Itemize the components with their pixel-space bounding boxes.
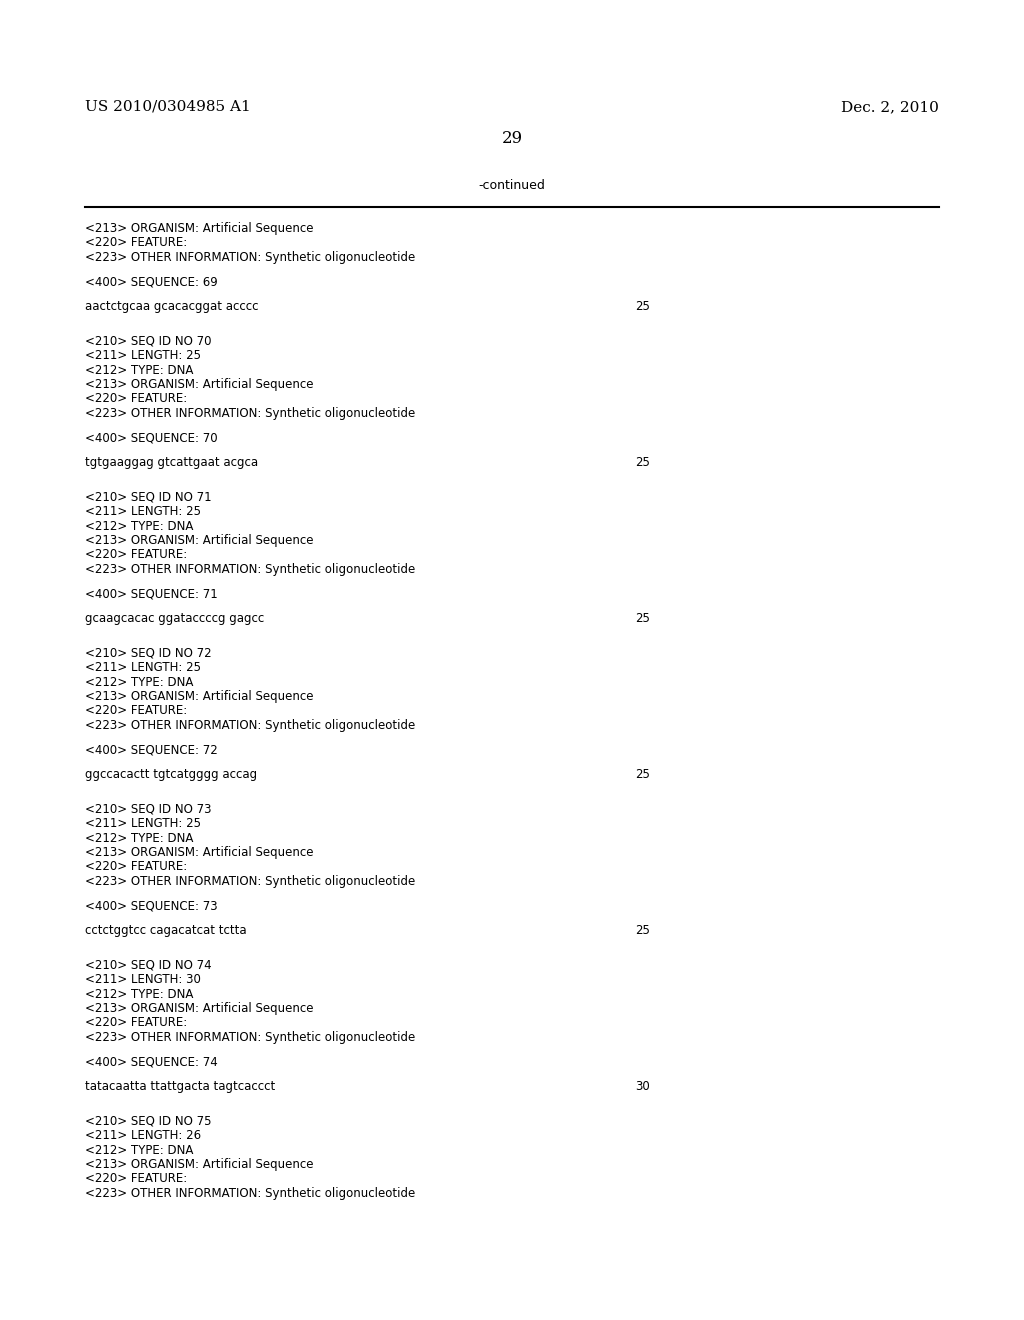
Text: <212> TYPE: DNA: <212> TYPE: DNA [85,987,194,1001]
Text: <212> TYPE: DNA: <212> TYPE: DNA [85,1143,194,1156]
Text: ggccacactt tgtcatgggg accag: ggccacactt tgtcatgggg accag [85,768,257,781]
Text: <220> FEATURE:: <220> FEATURE: [85,392,187,405]
Text: <210> SEQ ID NO 74: <210> SEQ ID NO 74 [85,958,212,972]
Text: 25: 25 [635,768,650,781]
Text: -continued: -continued [478,180,546,191]
Text: <213> ORGANISM: Artificial Sequence: <213> ORGANISM: Artificial Sequence [85,222,313,235]
Text: <212> TYPE: DNA: <212> TYPE: DNA [85,832,194,845]
Text: <400> SEQUENCE: 70: <400> SEQUENCE: 70 [85,432,218,445]
Text: <213> ORGANISM: Artificial Sequence: <213> ORGANISM: Artificial Sequence [85,846,313,859]
Text: <211> LENGTH: 25: <211> LENGTH: 25 [85,506,201,517]
Text: cctctggtcc cagacatcat tctta: cctctggtcc cagacatcat tctta [85,924,247,937]
Text: 30: 30 [635,1080,650,1093]
Text: <210> SEQ ID NO 70: <210> SEQ ID NO 70 [85,334,212,347]
Text: <211> LENGTH: 30: <211> LENGTH: 30 [85,973,201,986]
Text: <400> SEQUENCE: 69: <400> SEQUENCE: 69 [85,276,218,289]
Text: <211> LENGTH: 26: <211> LENGTH: 26 [85,1129,201,1142]
Text: 25: 25 [635,924,650,937]
Text: 25: 25 [635,300,650,313]
Text: <400> SEQUENCE: 73: <400> SEQUENCE: 73 [85,899,218,912]
Text: <220> FEATURE:: <220> FEATURE: [85,1172,187,1185]
Text: 29: 29 [502,129,522,147]
Text: 25: 25 [635,612,650,624]
Text: <212> TYPE: DNA: <212> TYPE: DNA [85,676,194,689]
Text: <213> ORGANISM: Artificial Sequence: <213> ORGANISM: Artificial Sequence [85,690,313,704]
Text: <213> ORGANISM: Artificial Sequence: <213> ORGANISM: Artificial Sequence [85,1002,313,1015]
Text: US 2010/0304985 A1: US 2010/0304985 A1 [85,100,251,114]
Text: <210> SEQ ID NO 72: <210> SEQ ID NO 72 [85,647,212,660]
Text: <210> SEQ ID NO 73: <210> SEQ ID NO 73 [85,803,212,816]
Text: <211> LENGTH: 25: <211> LENGTH: 25 [85,661,201,675]
Text: <400> SEQUENCE: 74: <400> SEQUENCE: 74 [85,1056,218,1068]
Text: <223> OTHER INFORMATION: Synthetic oligonucleotide: <223> OTHER INFORMATION: Synthetic oligo… [85,407,416,420]
Text: <213> ORGANISM: Artificial Sequence: <213> ORGANISM: Artificial Sequence [85,1158,313,1171]
Text: <212> TYPE: DNA: <212> TYPE: DNA [85,363,194,376]
Text: <210> SEQ ID NO 75: <210> SEQ ID NO 75 [85,1114,212,1127]
Text: <210> SEQ ID NO 71: <210> SEQ ID NO 71 [85,491,212,503]
Text: <223> OTHER INFORMATION: Synthetic oligonucleotide: <223> OTHER INFORMATION: Synthetic oligo… [85,564,416,576]
Text: <220> FEATURE:: <220> FEATURE: [85,1016,187,1030]
Text: <223> OTHER INFORMATION: Synthetic oligonucleotide: <223> OTHER INFORMATION: Synthetic oligo… [85,1031,416,1044]
Text: Dec. 2, 2010: Dec. 2, 2010 [841,100,939,114]
Text: <220> FEATURE:: <220> FEATURE: [85,236,187,249]
Text: <211> LENGTH: 25: <211> LENGTH: 25 [85,348,201,362]
Text: <211> LENGTH: 25: <211> LENGTH: 25 [85,817,201,830]
Text: 25: 25 [635,455,650,469]
Text: <220> FEATURE:: <220> FEATURE: [85,705,187,718]
Text: <212> TYPE: DNA: <212> TYPE: DNA [85,520,194,532]
Text: tatacaatta ttattgacta tagtcaccct: tatacaatta ttattgacta tagtcaccct [85,1080,275,1093]
Text: <400> SEQUENCE: 71: <400> SEQUENCE: 71 [85,587,218,601]
Text: <223> OTHER INFORMATION: Synthetic oligonucleotide: <223> OTHER INFORMATION: Synthetic oligo… [85,875,416,888]
Text: <220> FEATURE:: <220> FEATURE: [85,861,187,874]
Text: <223> OTHER INFORMATION: Synthetic oligonucleotide: <223> OTHER INFORMATION: Synthetic oligo… [85,719,416,733]
Text: <400> SEQUENCE: 72: <400> SEQUENCE: 72 [85,743,218,756]
Text: <213> ORGANISM: Artificial Sequence: <213> ORGANISM: Artificial Sequence [85,378,313,391]
Text: <220> FEATURE:: <220> FEATURE: [85,549,187,561]
Text: <223> OTHER INFORMATION: Synthetic oligonucleotide: <223> OTHER INFORMATION: Synthetic oligo… [85,251,416,264]
Text: <213> ORGANISM: Artificial Sequence: <213> ORGANISM: Artificial Sequence [85,535,313,546]
Text: tgtgaaggag gtcattgaat acgca: tgtgaaggag gtcattgaat acgca [85,455,258,469]
Text: <223> OTHER INFORMATION: Synthetic oligonucleotide: <223> OTHER INFORMATION: Synthetic oligo… [85,1187,416,1200]
Text: gcaagcacac ggataccccg gagcc: gcaagcacac ggataccccg gagcc [85,612,264,624]
Text: aactctgcaa gcacacggat acccc: aactctgcaa gcacacggat acccc [85,300,258,313]
